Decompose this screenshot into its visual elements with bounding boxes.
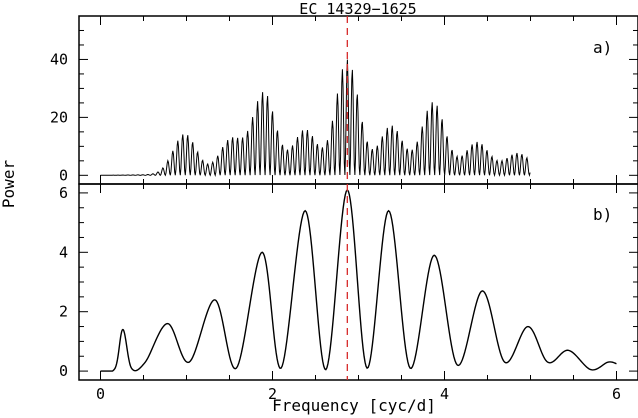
chart-title: EC 14329−1625	[299, 0, 416, 18]
panel-a: a) 0 20 40	[50, 15, 638, 185]
panel-b-y-tick-label: 0	[59, 362, 68, 380]
panel-a-y-tick-label: 40	[50, 50, 68, 68]
panel-a-series-line	[100, 59, 531, 178]
panel-b-y-tick-label: 2	[59, 303, 68, 321]
panel-b-series-line	[100, 188, 617, 372]
panel-a-y-tick-label: 0	[59, 166, 68, 184]
panel-a-y-tick-label: 20	[50, 108, 68, 126]
x-tick-label: 2	[268, 385, 277, 403]
panel-b-frame	[78, 183, 638, 381]
y-axis-label: Power	[0, 160, 18, 209]
panel-b-label: b)	[593, 205, 612, 224]
x-tick-label: 4	[440, 385, 449, 403]
x-tick-label: 0	[96, 385, 105, 403]
panel-a-frame	[78, 15, 638, 185]
x-tick-label: 6	[612, 385, 621, 403]
x-axis-label: Frequency [cyc/d]	[272, 396, 436, 415]
panel-b-y-tick-label: 6	[59, 184, 68, 202]
panel-b: b) 0 2 4 6	[59, 183, 638, 381]
panel-b-y-tick-label: 4	[59, 243, 68, 261]
panel-a-label: a)	[593, 38, 612, 57]
